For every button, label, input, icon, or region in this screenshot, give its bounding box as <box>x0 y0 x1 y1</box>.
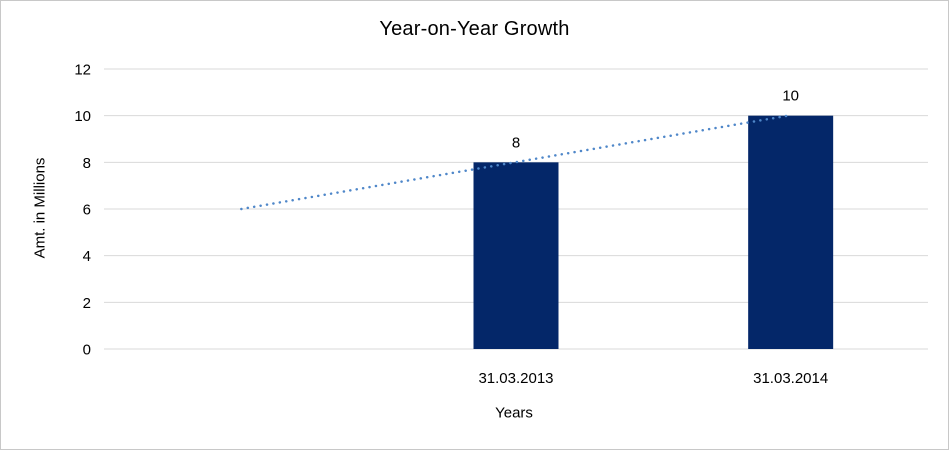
y-tick-label: 8 <box>83 155 91 172</box>
y-axis-title: Amt. in Millions <box>31 157 49 259</box>
chart-title: Year-on-Year Growth <box>379 18 570 40</box>
y-tick-label: 10 <box>74 108 91 125</box>
y-tick-label: 2 <box>83 295 91 312</box>
bar-data-label: 10 <box>782 88 799 105</box>
category-label: 31.03.2014 <box>753 370 828 387</box>
category-label: 31.03.2013 <box>478 370 553 387</box>
bar-data-label: 8 <box>512 134 520 151</box>
y-tick-label: 6 <box>83 202 91 219</box>
x-axis-title: Years <box>495 404 533 422</box>
trendline <box>240 114 790 211</box>
y-tick-label: 0 <box>83 342 91 359</box>
y-tick-label: 12 <box>74 62 91 79</box>
bar-31.03.2014 <box>748 115 834 350</box>
bar-31.03.2013 <box>473 162 559 349</box>
y-tick-label: 4 <box>83 248 91 265</box>
